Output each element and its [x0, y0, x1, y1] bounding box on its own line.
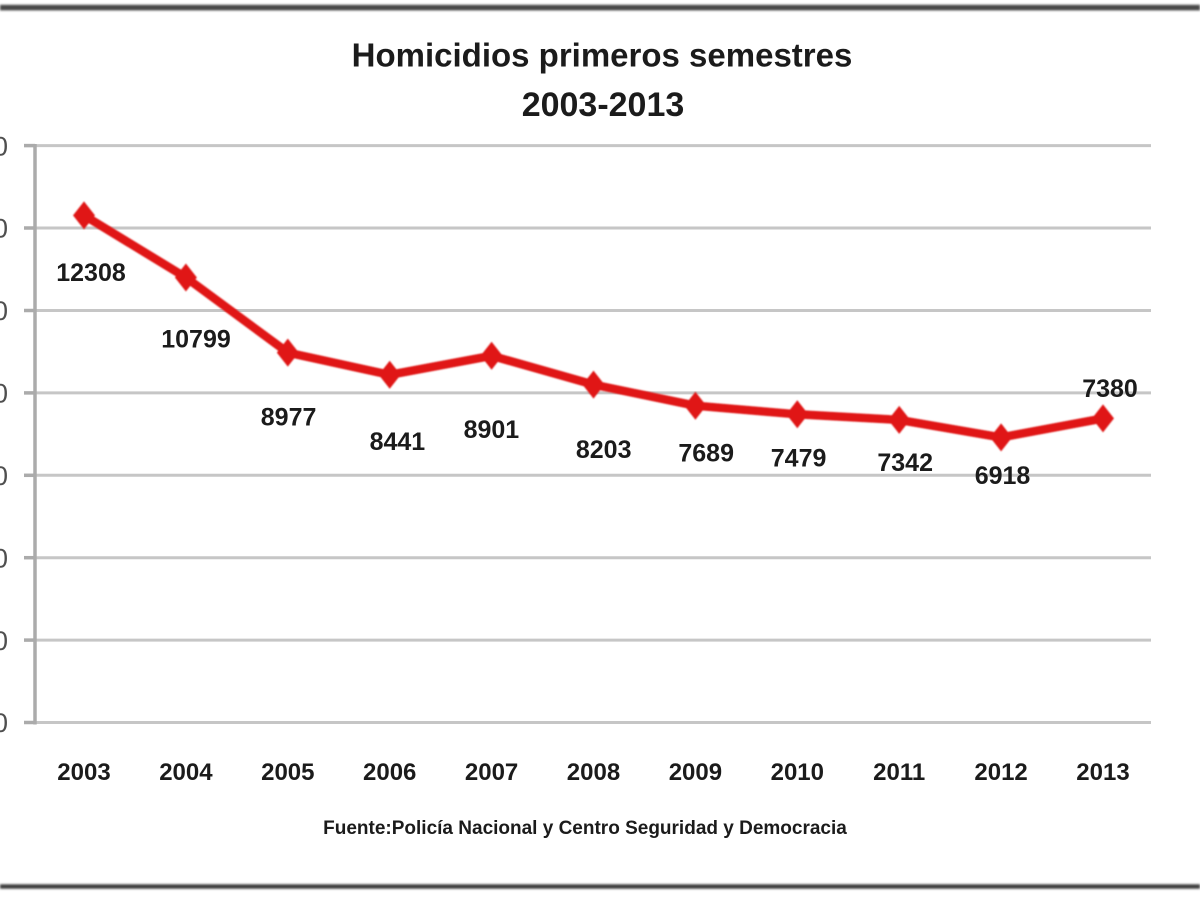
svg-text:8441: 8441 [370, 428, 426, 456]
svg-text:0: 0 [0, 708, 8, 738]
svg-text:2011: 2011 [873, 759, 925, 786]
svg-text:2007: 2007 [465, 759, 518, 786]
svg-text:7689: 7689 [678, 440, 734, 468]
svg-text:0: 0 [0, 461, 8, 491]
svg-text:2006: 2006 [363, 759, 416, 786]
svg-text:7479: 7479 [771, 444, 827, 472]
svg-text:0: 0 [0, 626, 8, 656]
svg-text:8203: 8203 [576, 436, 632, 464]
svg-text:2004: 2004 [159, 759, 213, 786]
svg-text:8901: 8901 [464, 416, 520, 444]
svg-text:Homicidios primeros semestres: Homicidios primeros semestres [352, 36, 853, 73]
svg-text:2005: 2005 [261, 759, 314, 786]
svg-text:2013: 2013 [1076, 759, 1129, 786]
svg-text:10799: 10799 [161, 326, 231, 354]
svg-text:7380: 7380 [1082, 375, 1138, 403]
svg-text:6918: 6918 [975, 462, 1031, 490]
svg-text:0: 0 [0, 543, 8, 573]
svg-text:8977: 8977 [261, 404, 317, 432]
svg-text:2009: 2009 [669, 759, 722, 786]
svg-text:0: 0 [0, 296, 8, 326]
svg-text:2003-2013: 2003-2013 [522, 86, 685, 124]
svg-text:0: 0 [0, 131, 8, 161]
svg-text:2008: 2008 [567, 759, 620, 786]
svg-text:Fuente:Policía Nacional y Cent: Fuente:Policía Nacional y Centro Segurid… [323, 818, 847, 839]
svg-text:0: 0 [0, 379, 8, 409]
svg-text:2003: 2003 [57, 759, 110, 786]
svg-text:12308: 12308 [56, 259, 126, 287]
svg-text:0: 0 [0, 214, 8, 244]
svg-text:2012: 2012 [974, 759, 1027, 786]
svg-text:7342: 7342 [877, 449, 933, 477]
svg-text:2010: 2010 [771, 759, 824, 786]
